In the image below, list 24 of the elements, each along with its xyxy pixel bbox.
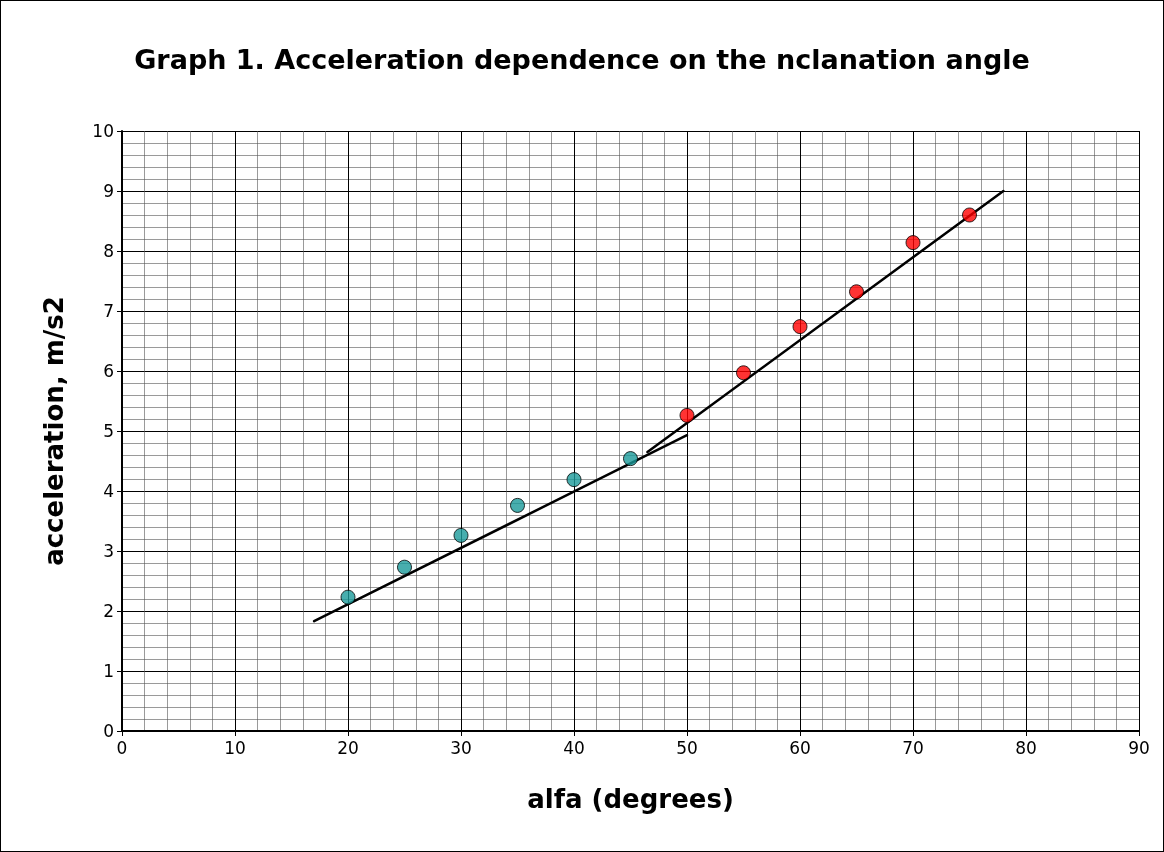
x-tick-label: 10	[224, 737, 246, 758]
y-axis-title: acceleration, m/s2	[39, 296, 69, 566]
x-tick-label: 80	[1015, 737, 1037, 758]
y-tick-label: 3	[103, 541, 114, 561]
y-tick-label: 4	[103, 481, 114, 501]
y-tick-label: 7	[103, 301, 114, 321]
x-tick-label: 40	[563, 737, 585, 758]
x-tick-label: 50	[676, 737, 698, 758]
x-tick-label: 70	[902, 737, 924, 758]
y-tick-label: 6	[103, 361, 114, 381]
y-tick-label: 5	[103, 421, 114, 441]
x-tick-label: 0	[116, 737, 128, 758]
y-tick-label: 8	[103, 241, 114, 261]
x-axis-title: alfa (degrees)	[527, 784, 734, 814]
x-tick-label: 30	[450, 737, 472, 758]
y-tick-label: 9	[103, 181, 114, 201]
y-tick-label: 0	[103, 721, 114, 741]
x-tick-label: 90	[1128, 737, 1150, 758]
y-tick-label: 10	[92, 121, 114, 141]
y-tick-label: 2	[103, 601, 114, 621]
x-tick-label: 20	[337, 737, 359, 758]
chart-title: Graph 1. Acceleration dependence on the nclanation angle	[134, 44, 1030, 75]
x-tick-label: 60	[789, 737, 811, 758]
y-tick-label: 1	[103, 661, 114, 681]
